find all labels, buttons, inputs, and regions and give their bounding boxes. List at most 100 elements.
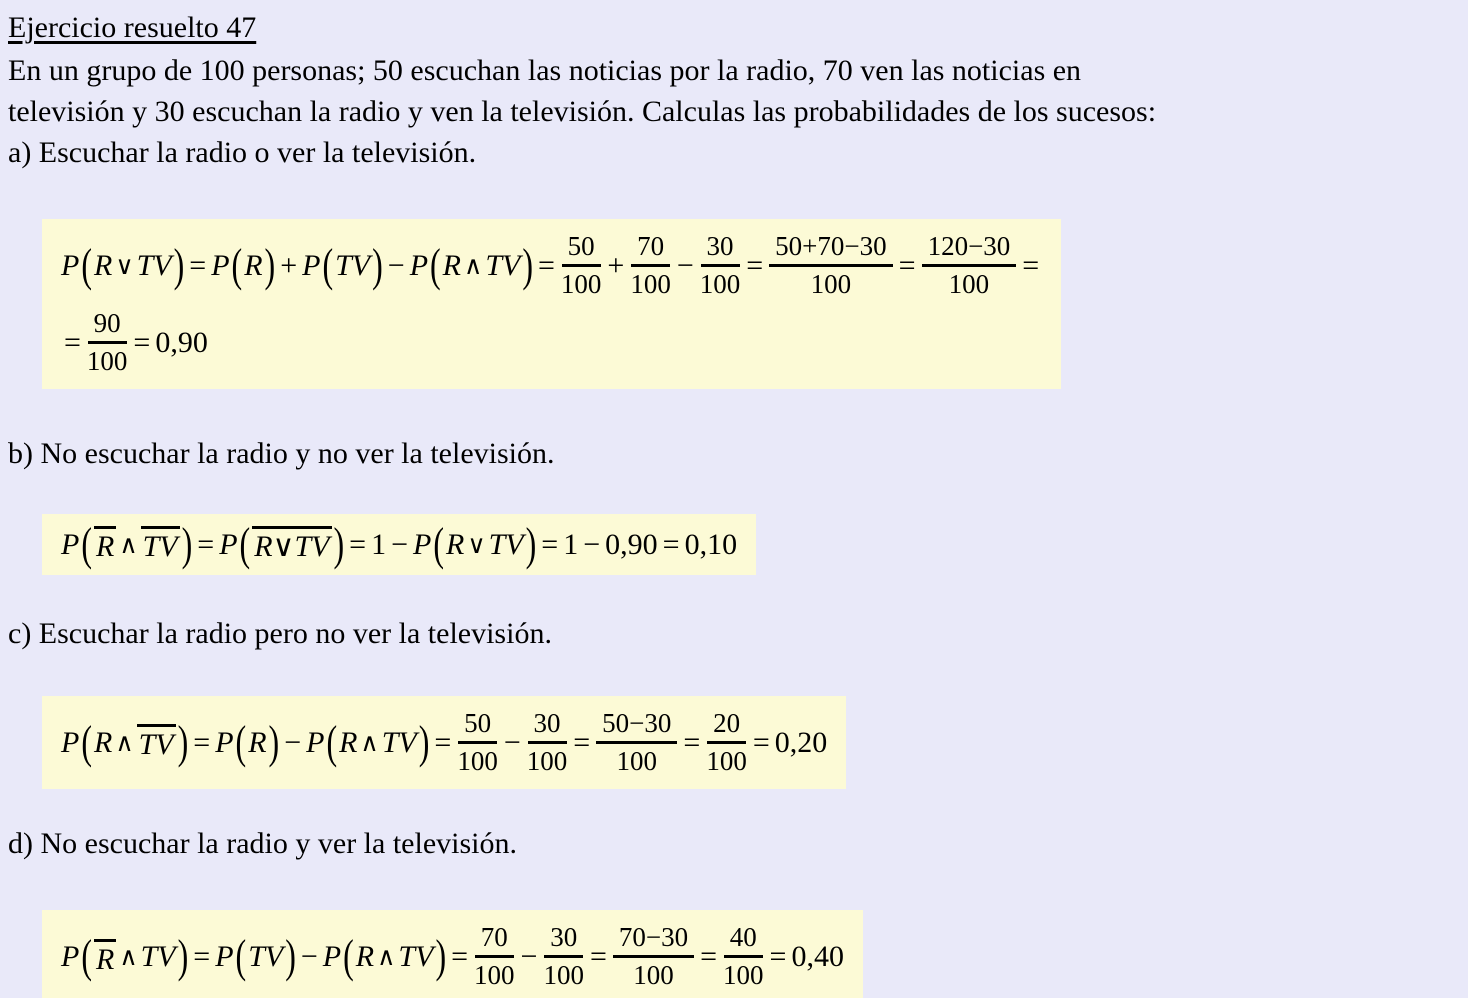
math-operator: −	[520, 939, 538, 973]
math-fraction: 50−30 100	[596, 708, 678, 777]
math-fraction: 30 100	[543, 922, 584, 991]
math-operator: =	[189, 248, 207, 282]
fraction-denominator: 100	[948, 269, 990, 300]
math-line: P(R ∧ TV) = P(TV) − P(R ∧ TV) = 70 100−30 100 = 70−30 1…	[60, 918, 845, 995]
math-paren: (	[343, 930, 354, 983]
fraction-denominator: 100	[560, 269, 602, 300]
math-operator: −	[676, 248, 694, 282]
math-operator: =	[541, 527, 559, 561]
fraction-denominator: 100	[633, 960, 674, 991]
math-var: R	[93, 725, 113, 759]
math-var: P	[219, 527, 238, 561]
section-b: b) No escuchar la radio y no ver la tele…	[8, 433, 1458, 576]
math-paren: (	[81, 517, 92, 571]
math-operator: =	[746, 248, 764, 282]
math-paren: )	[333, 517, 345, 571]
fraction-numerator: 30	[700, 231, 740, 268]
fraction-denominator: 100	[616, 746, 658, 777]
math-var: R	[355, 939, 375, 973]
math-var: R	[442, 248, 461, 282]
math-overline: TV	[140, 526, 180, 563]
math-logic-operator: ∨	[467, 531, 486, 559]
fraction-denominator: 100	[543, 960, 584, 991]
fraction-numerator: 30	[544, 922, 584, 959]
fraction-numerator: 50+70−30	[769, 231, 893, 268]
math-var: TV	[488, 527, 524, 561]
math-var: TV	[335, 248, 371, 282]
section-d: d) No escuchar la radio y ver la televis…	[8, 823, 1458, 998]
math-operator: =	[349, 527, 367, 561]
fraction-denominator: 100	[86, 346, 128, 377]
math-paren: )	[525, 517, 537, 571]
math-paren: (	[81, 238, 92, 291]
fraction-denominator: 100	[526, 746, 568, 777]
math-logic-operator: ∧	[119, 531, 138, 559]
math-number: 0,90	[605, 527, 658, 561]
math-number: 1	[371, 527, 387, 561]
math-operator: =	[451, 939, 469, 973]
fraction-numerator: 120−30	[921, 231, 1017, 268]
math-operator: =	[700, 939, 718, 973]
math-operator: =	[573, 725, 591, 759]
math-paren: (	[322, 238, 334, 291]
math-fraction: 70 100	[474, 922, 515, 991]
fraction-numerator: 40	[723, 922, 763, 959]
math-paren: )	[177, 715, 189, 769]
math-var: P	[409, 248, 429, 282]
math-number: 0,40	[791, 939, 844, 973]
math-paren: )	[173, 238, 185, 291]
math-var: TV	[485, 248, 521, 282]
math-paren: )	[264, 238, 276, 291]
math-operator: =	[197, 527, 215, 561]
math-fraction: 50+70−30 100	[769, 231, 893, 300]
fraction-denominator: 100	[474, 960, 515, 991]
math-var: R	[339, 725, 358, 759]
fraction-numerator: 30	[527, 708, 567, 745]
math-paren: )	[268, 715, 280, 769]
intro-line-1: En un grupo de 100 personas; 50 escuchan…	[8, 54, 1082, 87]
intro-line-2: televisión y 30 escuchan la radio y ven …	[8, 95, 1157, 128]
math-line: = 90 100 = 0,90	[60, 304, 1043, 381]
math-var: R	[248, 725, 267, 759]
math-var: P	[61, 725, 80, 759]
math-var: P	[306, 725, 325, 759]
math-paren: (	[433, 517, 444, 571]
math-paren: (	[430, 238, 441, 291]
math-overline: R∨TV	[252, 526, 332, 563]
math-logic-operator: ∧	[119, 943, 138, 971]
math-var: P	[61, 248, 80, 282]
math-var: P	[215, 939, 234, 973]
math-var: P	[61, 527, 80, 561]
exercise-title: Ejercicio resuelto 47	[8, 11, 257, 44]
math-fraction: 40 100	[723, 922, 764, 991]
math-paren: (	[81, 930, 92, 983]
math-var: P	[211, 248, 230, 282]
fraction-numerator: 70	[474, 922, 514, 959]
math-fraction: 50 100	[457, 708, 498, 777]
math-var: P	[61, 939, 80, 973]
math-overline: R	[93, 938, 117, 976]
math-paren: )	[372, 238, 383, 291]
math-operator: =	[589, 939, 607, 973]
math-operator: −	[387, 248, 405, 282]
math-fraction: 90 100	[87, 308, 128, 377]
section-b-formula-box: P(R ∧ TV) = P(R∨TV) = 1− P(R ∨ TV) = 1−0,90 = 0,10	[42, 514, 757, 576]
math-operator: −	[503, 725, 521, 759]
math-var: TV	[140, 939, 176, 973]
math-paren: (	[326, 715, 338, 769]
math-paren: )	[177, 930, 189, 983]
math-fraction: 50 100	[561, 231, 602, 300]
fraction-numerator: 50−30	[596, 708, 678, 745]
fraction-numerator: 50	[458, 708, 498, 745]
fraction-numerator: 20	[707, 708, 747, 745]
math-overline: TV	[136, 724, 176, 761]
fraction-denominator: 100	[457, 746, 498, 777]
math-number: 1	[563, 527, 579, 561]
math-var: TV	[398, 939, 434, 973]
math-logic-operator: ∧	[115, 729, 134, 757]
fraction-numerator: 70	[631, 231, 671, 268]
math-number: 0,10	[684, 527, 738, 561]
section-d-label: d) No escuchar la radio y ver la televis…	[8, 827, 517, 861]
math-operator: =	[434, 725, 452, 759]
math-logic-operator: ∧	[360, 729, 379, 757]
